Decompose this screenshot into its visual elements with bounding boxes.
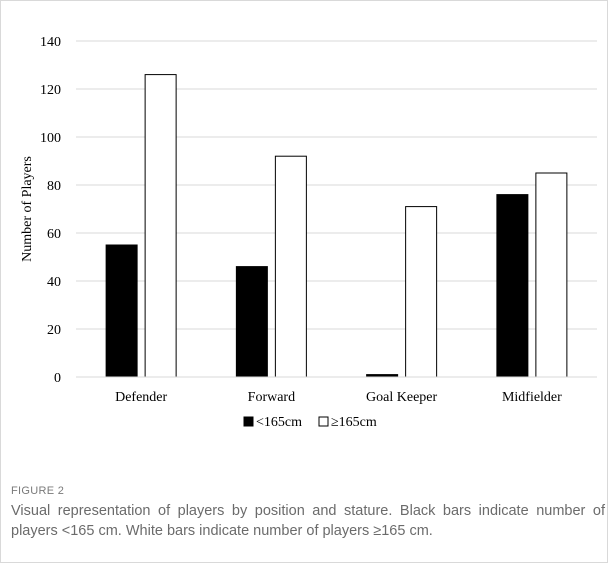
bar-chart: 0 20 40 60 80 100 120 140 Defender Forward Goal K… [20, 35, 597, 430]
bar-over-165 [535, 172, 568, 378]
legend-swatch [243, 416, 254, 427]
bar-under-165 [496, 194, 529, 378]
x-category-label: Goal Keeper [366, 390, 437, 405]
x-category-label: Forward [248, 390, 295, 405]
y-axis-title: Number of Players [20, 156, 35, 262]
bar-over-165 [405, 206, 438, 378]
x-category-label: Midfielder [502, 390, 562, 405]
bar-under-165 [105, 244, 138, 378]
y-tick-label: 120 [40, 83, 61, 98]
legend-label: <165cm [256, 415, 302, 430]
y-axis-ticks: 0 20 40 60 80 100 120 140 [40, 35, 61, 386]
legend: <165cm ≥165cm [243, 415, 377, 430]
y-tick-label: 100 [40, 131, 61, 146]
y-tick-label: 0 [54, 371, 61, 386]
y-tick-label: 60 [47, 227, 61, 242]
y-tick-label: 40 [47, 275, 61, 290]
x-category-label: Defender [115, 390, 167, 405]
bar-over-165 [274, 155, 307, 378]
y-tick-label: 80 [47, 179, 61, 194]
legend-label: ≥165cm [331, 415, 377, 430]
figure-label: FIGURE 2 [11, 485, 65, 497]
bar-over-165 [144, 74, 177, 378]
y-tick-label: 20 [47, 323, 61, 338]
legend-swatch [318, 416, 329, 427]
bar-under-165 [235, 266, 268, 378]
bars [105, 74, 568, 378]
figure-caption-text: Visual representation of players by posi… [11, 503, 605, 539]
category-labels: Defender Forward Goal Keeper Midfielder [115, 390, 562, 405]
y-tick-label: 140 [40, 35, 61, 50]
figure-caption: FIGURE 2 Visual representation of player… [11, 485, 605, 541]
